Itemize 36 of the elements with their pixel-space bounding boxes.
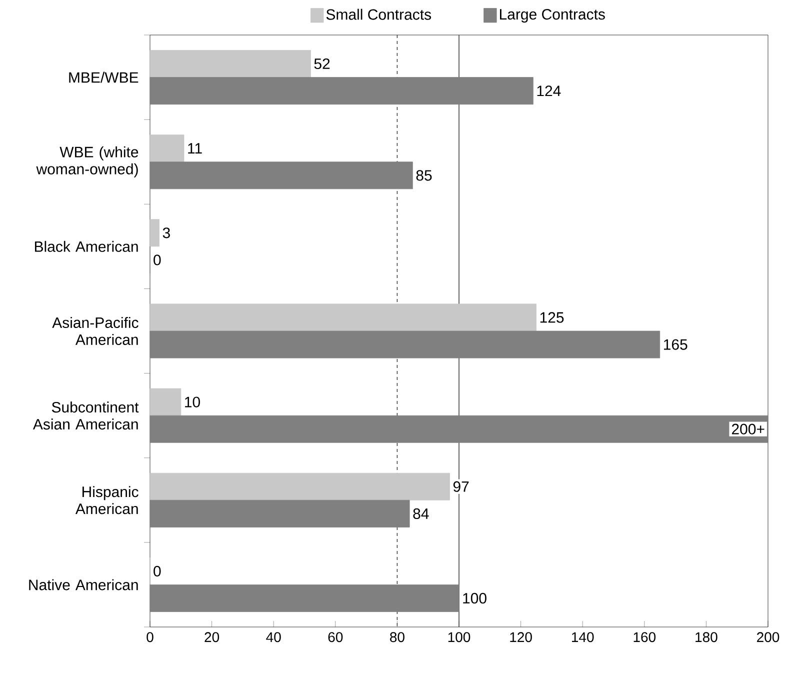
data-label: 52: [314, 58, 330, 70]
data-label: 0: [154, 566, 161, 576]
y-tick-label: MBE/WBE: [69, 72, 138, 83]
bar: [150, 472, 450, 500]
data-label: 84: [413, 508, 429, 519]
data-label: 97: [453, 481, 469, 492]
legend-label: Small Contracts: [326, 8, 431, 20]
y-tick-label: WBE (white woman-owned): [36, 146, 138, 178]
data-label: 200+: [732, 424, 764, 434]
x-tick-label: 140: [572, 632, 594, 642]
x-tick-label: 20: [204, 632, 220, 642]
x-tick-label: 60: [328, 632, 343, 642]
x-tick-label: 180: [696, 632, 718, 642]
data-label: 0: [154, 254, 161, 266]
data-label: 10: [185, 396, 200, 408]
y-tick-label: Native American: [29, 579, 138, 590]
bar: [150, 415, 768, 443]
x-tick-label: 80: [390, 632, 404, 642]
data-label: 85: [416, 170, 432, 181]
x-tick-label: 120: [510, 632, 532, 642]
x-tick-label: 200: [757, 632, 780, 642]
legend-label: Large Contracts: [500, 9, 605, 23]
data-label: 3: [162, 228, 170, 238]
x-tick-label: 160: [634, 632, 656, 642]
data-label: 165: [664, 339, 688, 350]
y-tick-label: Subcontinent Asian American: [32, 402, 139, 430]
data-label: 125: [540, 312, 564, 323]
x-tick-label: 40: [266, 632, 281, 642]
y-tick-label: Hispanic American: [75, 486, 138, 514]
x-tick-label: 0: [146, 632, 154, 642]
x-tick-label: 100: [448, 632, 470, 642]
data-label: 124: [537, 86, 561, 96]
data-label: 100: [463, 592, 486, 604]
y-tick-label: Asian-Pacific American: [52, 316, 138, 345]
y-tick-label: Black American: [34, 240, 138, 252]
data-label: 11: [188, 143, 202, 154]
